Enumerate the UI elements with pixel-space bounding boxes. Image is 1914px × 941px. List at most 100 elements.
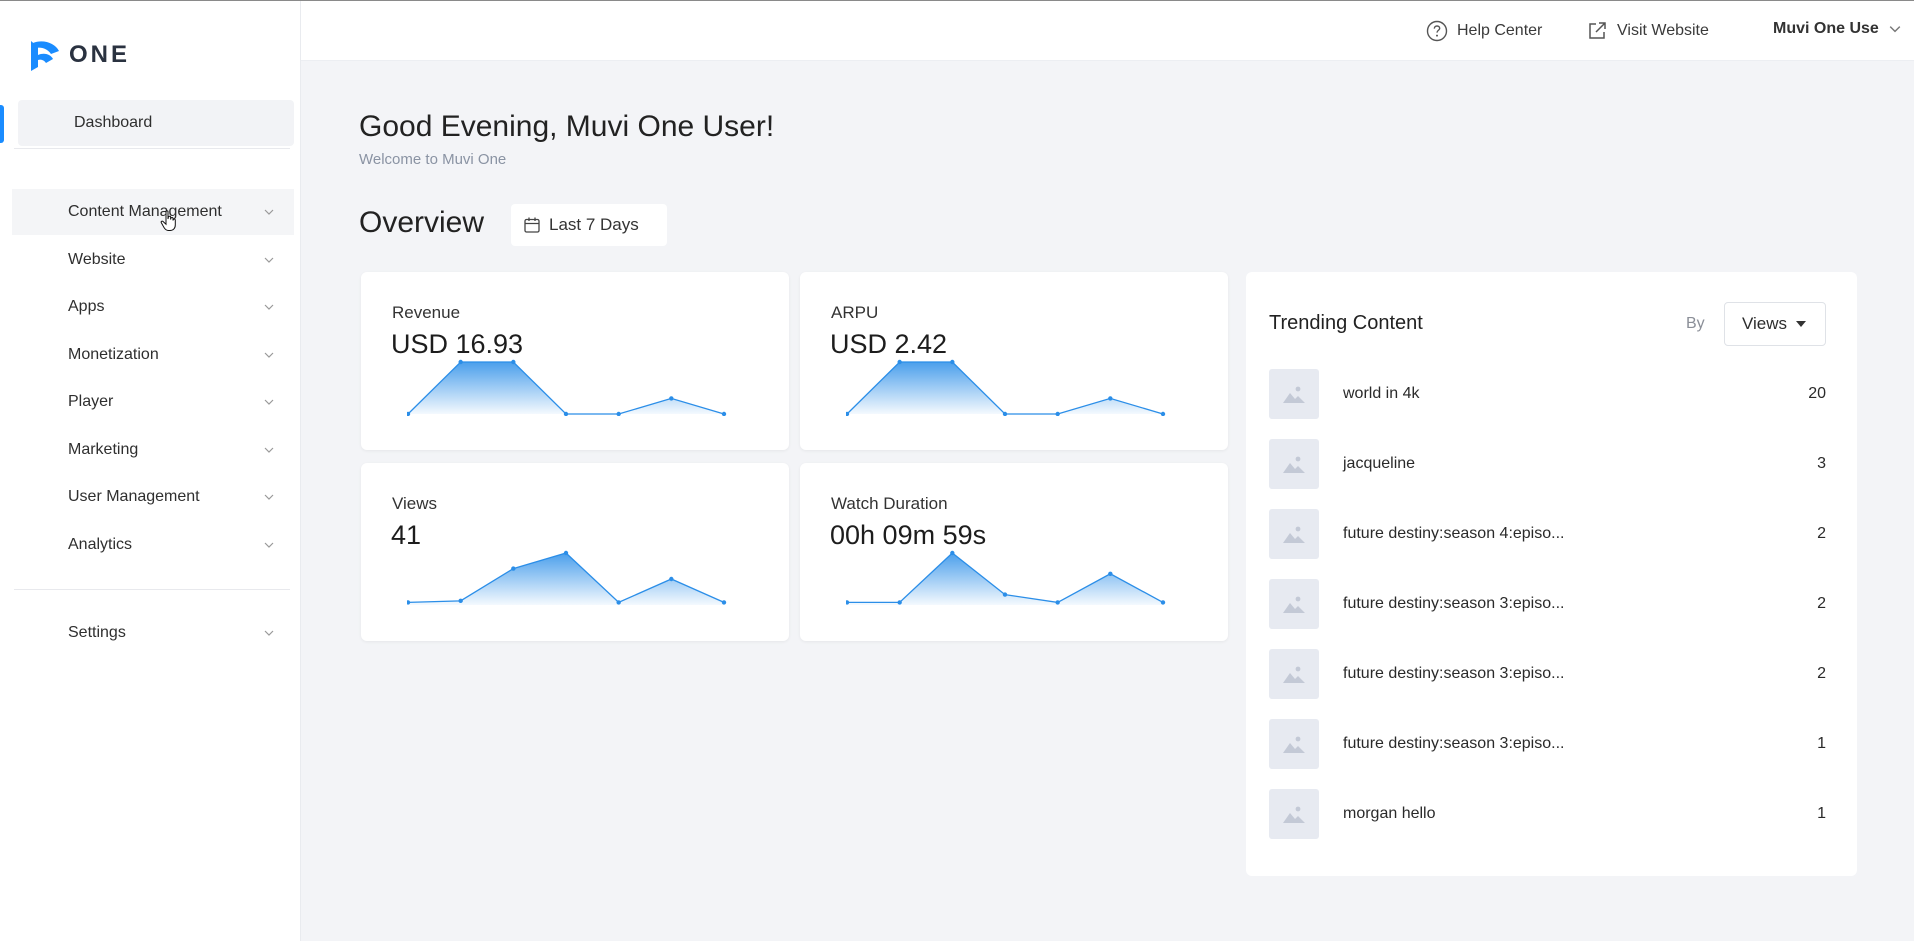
sidebar-item-analytics[interactable]: Analytics bbox=[12, 522, 294, 568]
trending-row[interactable]: future destiny:season 3:episo... 2 bbox=[1269, 579, 1826, 629]
sparkline-area bbox=[408, 362, 724, 414]
card-value: 00h 09m 59s bbox=[830, 520, 987, 550]
image-placeholder-icon bbox=[1283, 596, 1305, 613]
sparkline-point bbox=[511, 566, 516, 571]
trending-item-name: future destiny:season 3:episo... bbox=[1343, 595, 1565, 612]
trending-item-name: world in 4k bbox=[1343, 385, 1420, 402]
sidebar-item-player[interactable]: Player bbox=[12, 379, 294, 425]
watch-duration-sparkline bbox=[846, 550, 1166, 605]
trending-row[interactable]: morgan hello 1 bbox=[1269, 789, 1826, 839]
visit-website-link[interactable]: Visit Website bbox=[1586, 20, 1709, 42]
card-label: Watch Duration bbox=[831, 494, 948, 513]
sort-by-label: By bbox=[1686, 315, 1705, 332]
chevron-down-icon bbox=[264, 352, 274, 358]
sparkline-point bbox=[721, 600, 727, 605]
sparkline-point bbox=[616, 600, 621, 605]
image-placeholder-icon bbox=[1283, 806, 1305, 823]
greeting-title: Good Evening, Muvi One User! bbox=[359, 110, 775, 143]
chevron-down-icon bbox=[264, 209, 274, 215]
caret-down-icon bbox=[1796, 321, 1807, 327]
views-sparkline bbox=[407, 550, 727, 605]
image-placeholder-icon bbox=[1283, 526, 1305, 543]
sidebar-item-label: User Management bbox=[68, 488, 200, 505]
active-indicator bbox=[0, 105, 4, 143]
sidebar-item-label: Settings bbox=[68, 624, 126, 641]
card-label: ARPU bbox=[831, 303, 879, 322]
sidebar-item-settings[interactable]: Settings bbox=[12, 610, 294, 656]
calendar-icon bbox=[524, 217, 540, 233]
sidebar-item-user-management[interactable]: User Management bbox=[12, 474, 294, 520]
trending-row[interactable]: world in 4k 20 bbox=[1269, 369, 1826, 419]
sparkline-point bbox=[846, 411, 850, 416]
sidebar-item-dashboard[interactable]: Dashboard bbox=[18, 100, 294, 146]
image-placeholder-icon bbox=[1283, 456, 1305, 473]
hand-cursor-icon bbox=[160, 210, 176, 231]
sidebar-item-label: Player bbox=[68, 393, 114, 410]
sidebar-item-content-management[interactable]: Content Management bbox=[12, 189, 294, 235]
sparkline-point bbox=[846, 600, 850, 605]
sidebar-divider bbox=[14, 148, 290, 149]
sidebar-item-label: Dashboard bbox=[74, 114, 153, 131]
trending-item-count: 2 bbox=[1817, 665, 1826, 682]
sidebar-item-label: Apps bbox=[68, 298, 105, 315]
card-label: Views bbox=[392, 494, 438, 513]
sidebar-item-apps[interactable]: Apps bbox=[12, 284, 294, 330]
sparkline-point bbox=[1108, 571, 1113, 576]
user-name: Muvi One Use bbox=[1773, 20, 1879, 37]
sparkline-point bbox=[1160, 411, 1166, 416]
sparkline-point bbox=[1055, 600, 1060, 605]
trending-row[interactable]: future destiny:season 3:episo... 2 bbox=[1269, 649, 1826, 699]
muvi-logo-icon bbox=[31, 41, 59, 71]
sidebar-item-monetization[interactable]: Monetization bbox=[12, 332, 294, 378]
chevron-down-icon bbox=[264, 304, 274, 310]
sparkline-point bbox=[458, 598, 463, 604]
trending-item-name: future destiny:season 4:episo... bbox=[1343, 525, 1565, 542]
trending-item-count: 1 bbox=[1817, 735, 1826, 752]
sidebar-item-label: Website bbox=[68, 251, 126, 268]
sidebar-item-label: Content Management bbox=[68, 203, 222, 220]
trending-row[interactable]: jacqueline 3 bbox=[1269, 439, 1826, 489]
trending-item-count: 2 bbox=[1817, 595, 1826, 612]
thumbnail-placeholder bbox=[1269, 789, 1319, 839]
thumbnail-placeholder bbox=[1269, 579, 1319, 629]
trending-title: Trending Content bbox=[1269, 312, 1423, 334]
card-label: Revenue bbox=[392, 303, 461, 322]
sparkline-point bbox=[407, 411, 411, 416]
sparkline-point bbox=[1002, 592, 1008, 597]
trending-item-name: future destiny:season 3:episo... bbox=[1343, 665, 1565, 682]
sparkline-point bbox=[407, 600, 411, 605]
trending-item-name: jacqueline bbox=[1343, 455, 1416, 472]
revenue-card: Revenue USD 16.93 bbox=[361, 272, 789, 450]
sparkline-point bbox=[563, 411, 569, 416]
date-range-button[interactable]: Last 7 Days bbox=[511, 204, 667, 246]
sort-by-select[interactable]: Views bbox=[1724, 302, 1826, 346]
logo[interactable]: ONE bbox=[29, 37, 130, 73]
sidebar: ONE Dashboard Content Management Website… bbox=[0, 1, 301, 941]
window-top-border bbox=[0, 0, 1914, 1]
trending-row[interactable]: future destiny:season 4:episo... 2 bbox=[1269, 509, 1826, 559]
trending-row[interactable]: future destiny:season 3:episo... 1 bbox=[1269, 719, 1826, 769]
chevron-down-icon bbox=[264, 257, 274, 263]
help-center-link[interactable]: Help Center bbox=[1426, 20, 1542, 42]
arpu-sparkline bbox=[846, 359, 1166, 416]
sparkline-point bbox=[669, 576, 674, 582]
revenue-sparkline bbox=[407, 359, 727, 416]
thumbnail-placeholder bbox=[1269, 369, 1319, 419]
thumbnail-placeholder bbox=[1269, 439, 1319, 489]
trending-item-name: future destiny:season 3:episo... bbox=[1343, 735, 1565, 752]
overview-title: Overview bbox=[359, 206, 485, 239]
sparkline-area bbox=[408, 553, 724, 605]
sidebar-item-website[interactable]: Website bbox=[12, 237, 294, 283]
image-placeholder-icon bbox=[1283, 666, 1305, 683]
sparkline-point bbox=[721, 411, 727, 416]
arpu-card: ARPU USD 2.42 bbox=[800, 272, 1228, 450]
chevron-down-icon bbox=[264, 447, 274, 453]
sparkline-point bbox=[1002, 411, 1008, 416]
user-menu[interactable]: Muvi One Use bbox=[1773, 20, 1910, 38]
sparkline-point bbox=[1055, 411, 1060, 416]
sidebar-item-label: Analytics bbox=[68, 536, 133, 553]
help-icon bbox=[1426, 20, 1448, 42]
sidebar-item-marketing[interactable]: Marketing bbox=[12, 427, 294, 473]
thumbnail-placeholder bbox=[1269, 649, 1319, 699]
card-value: USD 2.42 bbox=[830, 329, 948, 359]
